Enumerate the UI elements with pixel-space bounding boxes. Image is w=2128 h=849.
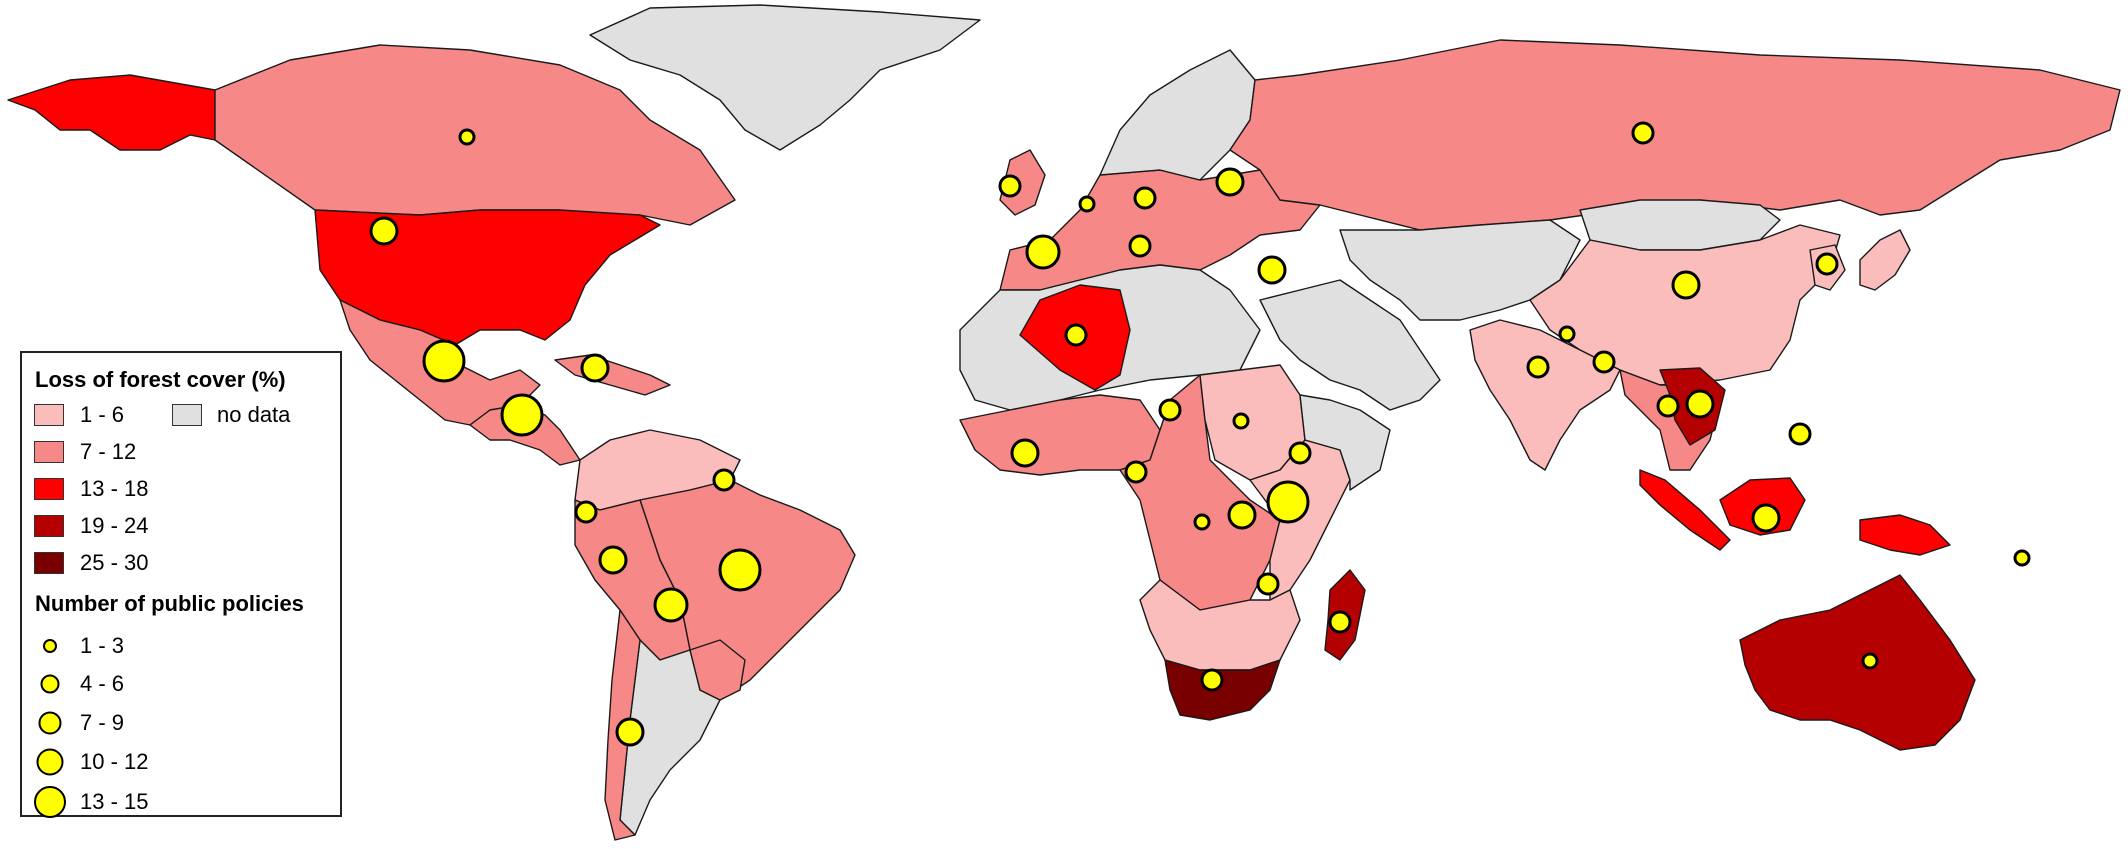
policy-bubble-germany [1133,186,1157,210]
policy-bubble-korea [1815,252,1839,276]
policy-bubble-spain [1025,234,1061,270]
region-scandinavia [1099,49,1256,181]
policy-bubble-brazil [718,548,762,592]
policy-bubble-uk [998,174,1022,198]
region-central-asia [1339,219,1581,321]
region-south-africa [1164,659,1281,721]
legend-policy-title: Number of public policies [35,591,304,616]
policy-bubble-algeria [1064,323,1088,347]
policy-size-dot-4 [36,748,64,776]
policy-bubble-zambia [1193,513,1211,531]
policy-bubble-mexico [422,339,466,383]
policy-bubble-south-africa [1200,668,1224,692]
policy-bubble-west-africa [1010,438,1040,468]
policy-bubble-france [1078,195,1096,213]
policy-bubble-cameroon [1158,398,1182,422]
legend-forest-title: Loss of forest cover (%) [35,367,286,392]
policy-bubble-caribbean [580,353,610,383]
policy-bubble-philippines [1788,422,1812,446]
policy-size-dot-5 [34,786,66,818]
region-japan-korea [1809,229,1911,291]
policy-bubble-australia [1861,652,1879,670]
region-horn-of-africa [1299,394,1391,491]
policy-class-1: 1 - 3 [80,633,125,658]
policy-bubble-canada [458,128,476,146]
policy-bubble-chile [615,717,645,747]
no-data-label: no data [217,402,291,427]
policy-bubble-china [1671,270,1701,300]
region-india [1469,319,1621,471]
policy-bubble-kenya [1266,480,1310,524]
forest-class-1: 1 - 6 [80,402,125,427]
policy-size-dot-3 [38,711,62,735]
policy-bubble-congo [1227,500,1257,530]
region-alaska [7,74,216,151]
policy-bubble-russia [1631,121,1655,145]
region-russia [1229,39,2121,231]
region-caribbean [554,354,671,396]
policy-size-dot-2 [40,674,60,694]
policy-class-5: 13 - 15 [80,789,149,814]
policy-bubble-turkey [1257,255,1287,285]
region-sumatra [1639,469,1731,551]
policy-size-dot-1 [43,639,57,653]
policy-class-4: 10 - 12 [80,749,149,774]
policy-bubble-indonesia [1751,503,1781,533]
policy-bubble-sudan [1232,412,1250,430]
policy-bubble-papua-new-guinea [2013,549,2031,567]
region-middle-east [1259,279,1441,411]
policy-bubble-ethiopia [1288,441,1312,465]
swatch-19-24 [34,515,64,537]
policy-bubble-bolivia [653,587,689,623]
policy-bubble-india [1526,355,1550,379]
swatch-no-data [172,404,202,426]
map-legend: Loss of forest cover (%) 1 - 6 no data 7… [20,351,342,818]
policy-bubbles [369,121,2031,747]
policy-bubble-peru [598,545,628,575]
forest-class-4: 19 - 24 [80,513,149,538]
policy-bubble-vietnam [1685,389,1715,419]
policy-bubble-united-states [369,216,399,246]
policy-bubble-madagascar [1328,610,1352,634]
region-uk-ireland [999,149,1046,216]
region-new-guinea [1859,514,1951,556]
policy-bubble-thailand [1656,394,1680,418]
policy-bubble-italy [1128,234,1152,258]
swatch-1-6 [34,404,64,426]
policy-bubble-venezuela [712,468,736,492]
policy-bubble-central-america [500,393,544,437]
region-paraguay [689,639,746,701]
policy-class-3: 7 - 9 [80,710,125,735]
forest-class-3: 13 - 18 [80,476,149,501]
swatch-7-12 [34,441,64,463]
policy-bubble-mozambique [1256,572,1280,596]
policy-bubble-nigeria [1124,460,1148,484]
policy-bubble-nepal [1558,325,1576,343]
forest-class-2: 7 - 12 [80,439,137,464]
policy-bubble-ukraine [1215,167,1245,197]
region-australia [1739,574,1976,751]
swatch-13-18 [34,478,64,500]
policy-bubble-myanmar [1592,350,1616,374]
region-greenland [589,4,981,151]
swatch-25-30 [34,552,64,574]
forest-class-5: 25 - 30 [80,550,149,575]
policy-bubble-ecuador [574,500,598,524]
policy-class-2: 4 - 6 [80,671,125,696]
